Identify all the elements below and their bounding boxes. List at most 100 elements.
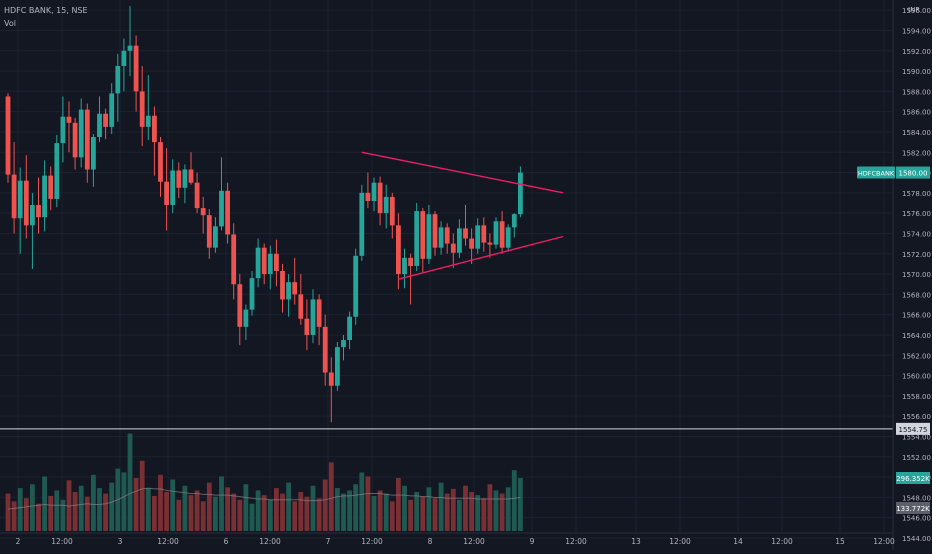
candle-body	[426, 214, 432, 259]
candle	[78, 98, 84, 168]
candle	[121, 38, 127, 92]
volume-bar	[5, 493, 11, 531]
candle-body	[48, 175, 54, 199]
candle	[298, 274, 304, 325]
time-tick-label: 12:00	[157, 537, 179, 546]
candle	[292, 257, 298, 305]
hline-tag	[896, 422, 930, 435]
candle	[182, 164, 188, 204]
volume-bar	[237, 499, 243, 531]
candle	[17, 167, 23, 254]
volume-bar	[133, 477, 139, 531]
price-tick-label: 1572.00	[902, 251, 931, 259]
candle	[286, 274, 291, 317]
candle-body	[438, 227, 444, 248]
time-tick-label: 12:00	[361, 537, 383, 546]
time-tick-label: 12:00	[565, 537, 587, 546]
candle	[188, 152, 194, 185]
candle	[164, 148, 169, 231]
time-tick-label: 12:00	[669, 537, 691, 546]
volume-bar	[463, 485, 468, 531]
candle	[432, 211, 438, 256]
volume-average-tag	[896, 502, 930, 514]
candle-body	[328, 372, 334, 386]
volume-bar	[499, 493, 505, 531]
candle	[420, 208, 426, 273]
time-tick-label: 2	[16, 537, 21, 546]
volume-ma-line	[7, 487, 521, 510]
candle-body	[176, 170, 182, 188]
candle-body	[84, 109, 90, 170]
candle-body	[292, 282, 298, 295]
candle-body	[66, 116, 72, 123]
candle-body	[231, 234, 237, 285]
candle-body	[42, 175, 47, 218]
volume-legend: Vol	[4, 19, 16, 28]
volume-bar	[280, 493, 285, 531]
candle-body	[97, 113, 102, 138]
price-tick-label: 1586.00	[902, 109, 931, 117]
candle	[231, 223, 237, 300]
volume-bar	[109, 482, 115, 531]
volume-bar	[243, 484, 249, 531]
candle-body	[152, 115, 157, 143]
candle-body	[493, 221, 499, 245]
candle	[66, 101, 72, 153]
price-tick-label: 1546.00	[902, 515, 931, 523]
candle-body	[5, 96, 11, 175]
price-tick-label: 1584.00	[902, 129, 931, 137]
candle-body	[432, 214, 438, 248]
candle-body	[450, 243, 456, 253]
price-tick-label: 1594.00	[902, 27, 931, 35]
candle-body	[505, 227, 511, 248]
candle	[261, 243, 267, 285]
volume-bar	[249, 503, 255, 531]
candle-body	[225, 190, 230, 235]
time-tick-label: 8	[428, 537, 433, 546]
candle	[225, 182, 230, 244]
candle-body	[499, 221, 505, 248]
volume-bar	[505, 487, 511, 531]
volume-bar	[231, 493, 237, 531]
candle	[463, 205, 468, 246]
volume-bar	[225, 487, 230, 531]
candle	[42, 160, 47, 232]
volume-bar	[158, 474, 163, 531]
volume-bar	[377, 490, 383, 531]
candle	[48, 166, 54, 211]
candle-body	[457, 228, 462, 253]
candle	[255, 238, 261, 288]
time-tick-label: 12:00	[771, 537, 793, 546]
price-tick-label: 1570.00	[902, 271, 931, 279]
price-tick-label: 1558.00	[902, 393, 931, 401]
volume-bar	[23, 498, 29, 531]
volume-bar	[518, 477, 523, 531]
candle	[518, 166, 523, 218]
candle	[438, 221, 444, 255]
candle-body	[170, 170, 176, 206]
volume-bar	[36, 503, 41, 531]
candle-body	[371, 182, 377, 201]
candle	[36, 177, 41, 234]
price-tick-label: 1582.00	[902, 149, 931, 157]
candle	[206, 209, 212, 259]
candle	[505, 224, 511, 252]
candle	[450, 233, 456, 268]
volume-bar	[335, 488, 340, 531]
candle-body	[78, 109, 84, 158]
volume-bar	[194, 490, 200, 531]
candle-body	[133, 45, 139, 92]
candle	[127, 6, 133, 77]
candle-body	[322, 326, 328, 373]
volume-bar	[91, 474, 96, 531]
candle	[145, 75, 151, 141]
candle-body	[158, 142, 163, 182]
volume-bar	[206, 482, 212, 531]
candle-body	[23, 180, 29, 226]
candle-body	[359, 192, 365, 256]
volume-current-tag	[896, 472, 930, 484]
volume-bar	[200, 501, 206, 531]
candle	[213, 217, 218, 253]
